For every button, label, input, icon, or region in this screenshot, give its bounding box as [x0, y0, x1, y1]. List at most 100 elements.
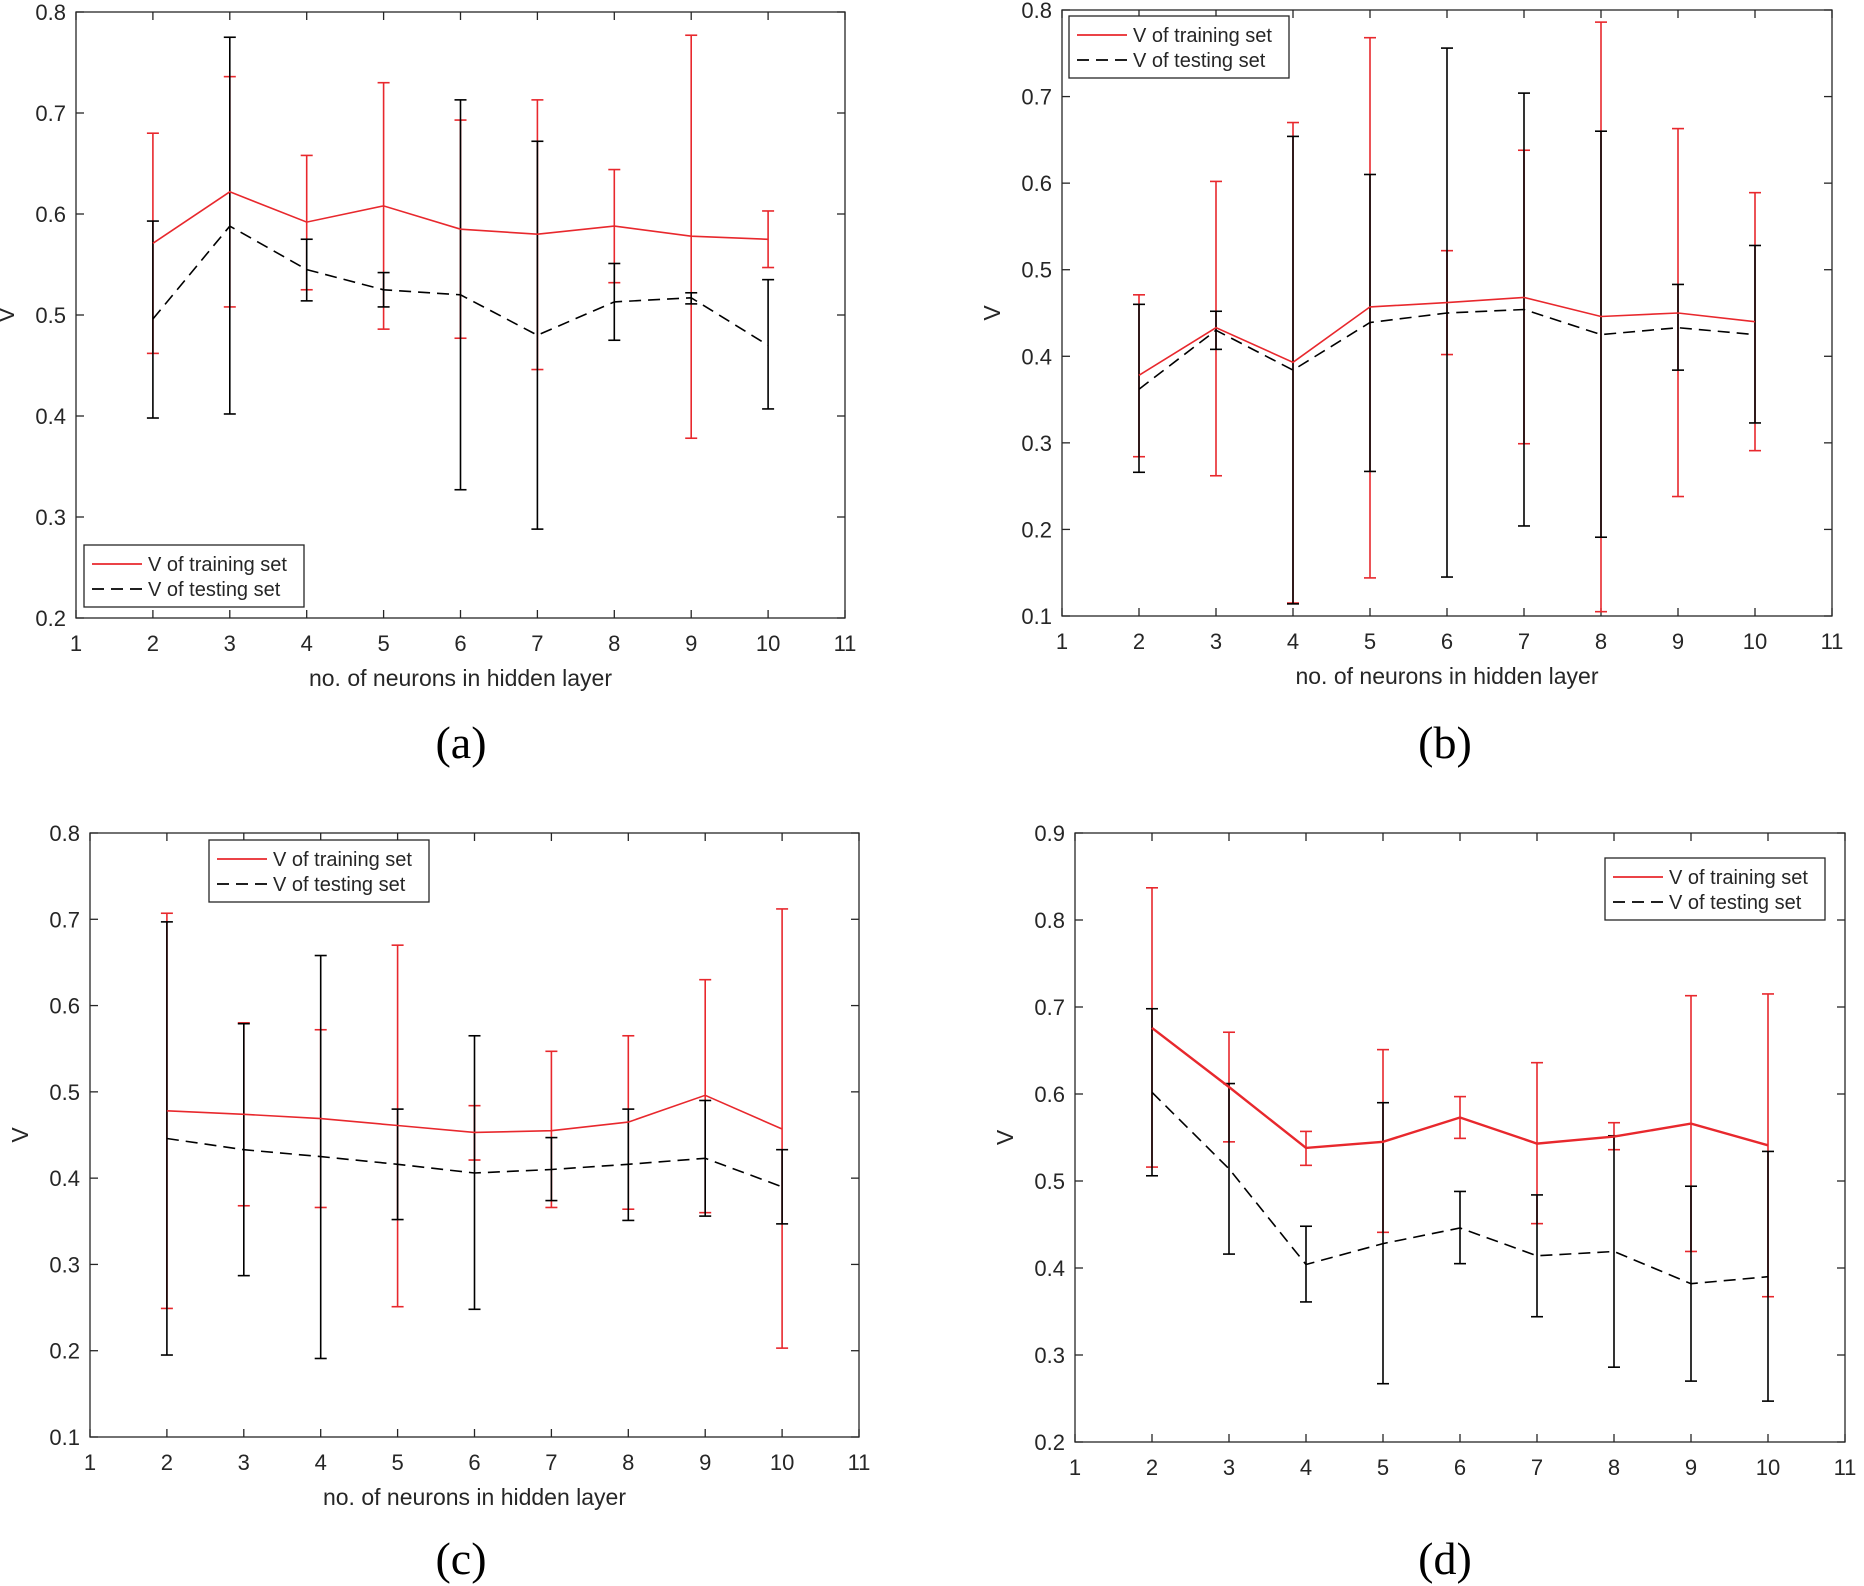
legend-box: [83, 544, 305, 608]
caption-b: (b): [1418, 717, 1472, 768]
x-tick-label: 8: [1595, 629, 1607, 654]
y-tick-label: 0.7: [1034, 995, 1065, 1020]
legend: V of training set V of testing set: [1068, 15, 1290, 79]
y-axis-label: V: [7, 1127, 33, 1143]
legend-label-training: V of training set: [1669, 867, 1808, 889]
x-tick-label: 6: [454, 631, 466, 656]
legend-label-testing: V of testing set: [273, 874, 406, 896]
x-tick-label: 4: [1300, 1455, 1312, 1480]
x-tick-label: 5: [1364, 629, 1376, 654]
x-tick-label: 10: [1756, 1455, 1780, 1480]
legend-label-training: V of training set: [273, 849, 412, 871]
x-tick-label: 2: [1133, 629, 1145, 654]
caption-c: (c): [435, 1533, 486, 1584]
training-series-line: [1138, 296, 1756, 376]
y-tick-label: 0.8: [1034, 908, 1065, 933]
x-tick-label: 2: [1146, 1455, 1158, 1480]
y-tick-label: 0.6: [35, 202, 66, 227]
legend-label-training: V of training set: [148, 554, 287, 576]
x-tick-label: 10: [770, 1450, 794, 1475]
y-axis-label: V: [979, 305, 1005, 321]
x-tick-label: 11: [1821, 629, 1844, 654]
caption-d: (d): [1418, 1533, 1472, 1584]
y-tick-label: 0.3: [1021, 431, 1052, 456]
y-axis-label: V: [992, 1129, 1018, 1145]
legend-label-testing: V of testing set: [148, 579, 281, 601]
x-tick-label: 9: [1672, 629, 1684, 654]
y-tick-label: 0.5: [1034, 1169, 1065, 1194]
y-tick-label: 0.6: [49, 994, 80, 1019]
legend-label-training: V of training set: [1133, 25, 1272, 47]
x-tick-label: 8: [1608, 1455, 1620, 1480]
y-tick-label: 0.8: [1021, 0, 1052, 23]
y-tick-label: 0.2: [1021, 517, 1052, 542]
x-axis-label: no. of neurons in hidden layer: [1295, 663, 1598, 689]
y-tick-label: 0.8: [49, 821, 80, 846]
y-tick-label: 0.4: [1034, 1256, 1065, 1281]
y-tick-label: 0.7: [1021, 85, 1052, 110]
y-tick-label: 0.6: [1021, 171, 1052, 196]
x-tick-label: 7: [1531, 1455, 1543, 1480]
y-tick-label: 0.3: [49, 1252, 80, 1277]
x-tick-label: 3: [238, 1450, 250, 1475]
x-tick-label: 8: [622, 1450, 634, 1475]
legend: V of training set V of testing set: [208, 839, 430, 903]
x-tick-label: 3: [1223, 1455, 1235, 1480]
x-tick-label: 11: [848, 1450, 871, 1475]
x-tick-label: 9: [1685, 1455, 1697, 1480]
x-tick-label: 4: [301, 631, 313, 656]
y-tick-label: 0.3: [1034, 1343, 1065, 1368]
y-tick-label: 0.7: [49, 907, 80, 932]
y-tick-label: 0.1: [1021, 604, 1052, 629]
x-tick-label: 6: [468, 1450, 480, 1475]
x-tick-label: 7: [1518, 629, 1530, 654]
y-tick-label: 0.2: [35, 606, 66, 631]
x-tick-label: 11: [834, 631, 857, 656]
y-tick-label: 0.7: [35, 101, 66, 126]
y-tick-label: 0.1: [49, 1425, 80, 1450]
x-axis-label: no. of neurons in hidden layer: [323, 1484, 626, 1510]
chart-panel-b: 1 2 3 4 5 6 7 8 9 10 11 0.1 0.2 0.3 0.4 0.5 0.6 0.7 0.8 no.…: [979, 0, 1843, 689]
legend-box: [1604, 857, 1826, 921]
chart-panel-c: 1 2 3 4 5 6 7 8 9 10 11 0.1 0.2 0.3 0.4 0.5 0.6 0.7 0.8 no.…: [7, 821, 870, 1510]
x-tick-label: 8: [608, 631, 620, 656]
x-tick-label: 9: [685, 631, 697, 656]
x-tick-label: 1: [70, 631, 82, 656]
caption-a: (a): [435, 717, 486, 768]
y-tick-label: 0.4: [1021, 344, 1052, 369]
x-tick-label: 5: [377, 631, 389, 656]
x-tick-label: 3: [224, 631, 236, 656]
y-tick-label: 0.9: [1034, 821, 1065, 846]
x-tick-label: 9: [699, 1450, 711, 1475]
x-tick-label: 3: [1210, 629, 1222, 654]
y-tick-label: 0.2: [1034, 1430, 1065, 1455]
y-tick-label: 0.5: [49, 1080, 80, 1105]
y-tick-label: 0.4: [49, 1166, 80, 1191]
y-tick-label: 0.5: [35, 303, 66, 328]
y-axis-label: V: [0, 307, 19, 323]
testing-series-line: [1151, 1091, 1769, 1285]
y-tick-label: 0.6: [1034, 1082, 1065, 1107]
x-tick-label: 7: [545, 1450, 557, 1475]
x-tick-label: 10: [1743, 629, 1767, 654]
x-tick-label: 5: [391, 1450, 403, 1475]
x-tick-label: 10: [756, 631, 780, 656]
legend-box: [208, 839, 430, 903]
y-tick-label: 0.3: [35, 505, 66, 530]
legend: V of training set V of testing set: [83, 544, 305, 608]
chart-panel-d: 1 2 3 4 5 6 7 8 9 10 11 0.2 0.3 0.4 0.5 0.6 0.7 0.8 0.9 V V …: [992, 821, 1856, 1480]
x-tick-label: 6: [1454, 1455, 1466, 1480]
legend-label-testing: V of testing set: [1133, 50, 1266, 72]
x-tick-label: 6: [1441, 629, 1453, 654]
testing-series-line: [152, 225, 769, 346]
training-series-line: [152, 190, 769, 244]
x-tick-label: 7: [531, 631, 543, 656]
legend: V of training set V of testing set: [1604, 857, 1826, 921]
training-series-line: [1151, 1026, 1769, 1150]
y-tick-label: 0.8: [35, 0, 66, 25]
testing-series-line: [166, 1137, 783, 1188]
x-tick-label: 2: [161, 1450, 173, 1475]
y-tick-label: 0.2: [49, 1339, 80, 1364]
y-tick-label: 0.5: [1021, 258, 1052, 283]
